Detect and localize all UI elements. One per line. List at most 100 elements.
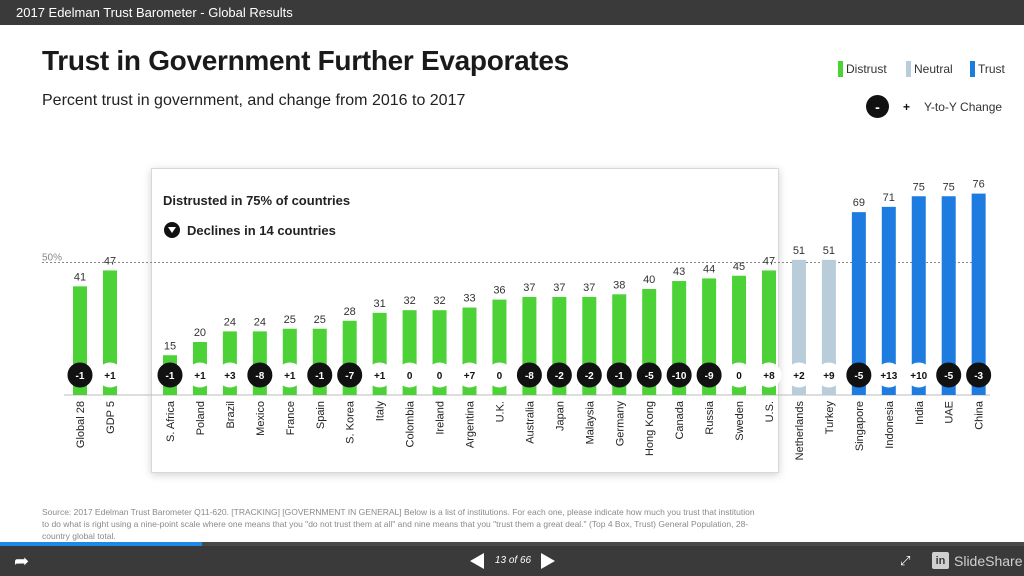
change-label: -5 [645, 371, 654, 382]
category-label: Germany [614, 401, 626, 447]
change-marker [666, 362, 692, 388]
slideshare-logo[interactable]: in SlideShare [932, 552, 1023, 569]
data-label: 38 [613, 279, 625, 291]
change-marker [876, 362, 902, 388]
yoy-legend-label: Y-to-Y Change [924, 99, 1003, 114]
legend-trust-label: Trust [978, 62, 1005, 76]
change-marker [97, 362, 123, 388]
change-marker [966, 362, 992, 388]
change-marker [307, 362, 333, 388]
change-label: -10 [672, 371, 687, 382]
change-label: 0 [407, 371, 413, 382]
data-label: 76 [973, 179, 985, 191]
data-label: 69 [853, 197, 865, 209]
share-arrow-icon[interactable]: ➦ [14, 551, 30, 571]
change-marker [397, 362, 423, 388]
change-marker [906, 362, 932, 388]
change-label: -2 [555, 371, 564, 382]
change-label: +13 [880, 371, 897, 382]
data-label: 51 [793, 245, 805, 257]
change-label: -3 [974, 371, 983, 382]
change-label: +1 [104, 371, 116, 382]
data-label: 47 [763, 255, 775, 267]
change-marker [367, 362, 393, 388]
callout-declines-text: Declines in 14 countries [187, 222, 336, 238]
data-label: 31 [374, 298, 386, 310]
brand-name: SlideShare [954, 552, 1023, 569]
next-slide-button[interactable] [541, 553, 555, 569]
legend-trust-swatch [970, 61, 975, 77]
change-label: -5 [944, 371, 953, 382]
category-label: China [974, 400, 986, 430]
bar-UAE [941, 196, 956, 395]
change-marker [217, 362, 243, 388]
change-marker [786, 362, 812, 388]
change-label: -1 [615, 371, 624, 382]
change-label: 0 [497, 371, 503, 382]
data-label: 43 [673, 266, 685, 278]
category-label: Sweden [734, 401, 746, 441]
change-marker [277, 362, 303, 388]
change-label: +10 [910, 371, 927, 382]
slide-headline: Trust in Government Further Evaporates [42, 45, 569, 76]
category-label: U.K. [494, 401, 506, 422]
bar-Turkey [821, 259, 836, 395]
category-label: S. Korea [345, 400, 357, 444]
category-label: S. Africa [165, 400, 177, 442]
category-label: Poland [195, 401, 207, 435]
change-marker [546, 362, 572, 388]
change-label: -8 [255, 371, 264, 382]
reference-line-label: 50% [42, 253, 62, 264]
change-label: -9 [705, 371, 714, 382]
bar-Singapore [851, 212, 866, 395]
fullscreen-icon[interactable]: ⤢ [900, 553, 911, 568]
change-marker [846, 362, 872, 388]
callout-declines: Declines in 14 countries [164, 222, 336, 238]
slide: Trust in Government Further Evaporates P… [0, 25, 1024, 542]
data-label: 25 [284, 314, 296, 326]
change-marker [816, 362, 842, 388]
category-label: India [914, 400, 926, 425]
category-label: Netherlands [794, 401, 806, 461]
data-label: 36 [493, 285, 505, 297]
page-indicator: 13 of 66 [490, 555, 536, 566]
page-current: 13 [494, 555, 507, 566]
trust-bar-chart: 50% 41 -1 Global 28 47 +1 GDP 5 15 -1 S. Africa 20… [42, 179, 992, 461]
change-label: -7 [345, 371, 354, 382]
legend-distrust-swatch [838, 61, 843, 77]
data-label: 24 [254, 316, 266, 328]
change-marker [696, 362, 722, 388]
data-label: 44 [703, 263, 715, 275]
category-label: Canada [674, 400, 686, 439]
slide-subtitle: Percent trust in government, and change … [42, 92, 466, 109]
presentation-title: 2017 Edelman Trust Barometer - Global Re… [16, 5, 293, 20]
bar-China [971, 193, 986, 395]
change-marker [247, 362, 273, 388]
category-label: Italy [375, 401, 387, 422]
data-label: 75 [913, 181, 925, 193]
legend-distrust-label: Distrust [846, 62, 887, 76]
linkedin-icon: in [932, 552, 949, 569]
change-marker [427, 362, 453, 388]
change-marker [756, 362, 782, 388]
change-label: -5 [854, 371, 863, 382]
data-label: 25 [314, 314, 326, 326]
change-label: -1 [76, 371, 85, 382]
category-label: Global 28 [75, 401, 87, 448]
change-label: -1 [315, 371, 324, 382]
category-label: Spain [315, 401, 327, 429]
data-label: 15 [164, 340, 176, 352]
data-label: 45 [733, 261, 745, 273]
previous-slide-button[interactable] [470, 553, 484, 569]
data-label: 37 [583, 282, 595, 294]
category-label: Indonesia [884, 400, 896, 449]
progress-bar[interactable] [0, 542, 1024, 546]
category-label: Hong Kong [644, 401, 656, 456]
change-label: +3 [224, 371, 236, 382]
legend-neutral-label: Neutral [914, 62, 953, 76]
data-label: 41 [74, 271, 86, 283]
change-marker [606, 362, 632, 388]
category-label: UAE [944, 401, 956, 424]
change-label: -2 [585, 371, 594, 382]
category-label: Turkey [824, 401, 836, 435]
